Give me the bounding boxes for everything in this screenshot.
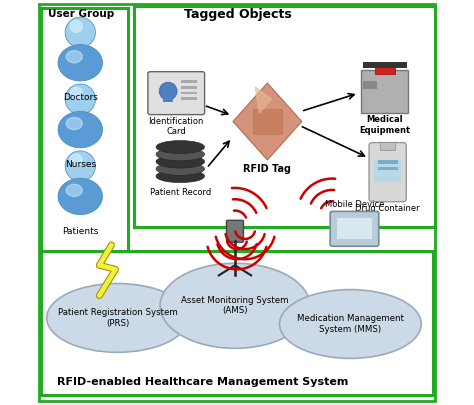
Text: Mobile Device: Mobile Device (325, 200, 384, 209)
FancyBboxPatch shape (181, 80, 197, 83)
Ellipse shape (66, 184, 82, 196)
Polygon shape (233, 83, 302, 160)
Text: Drug Container: Drug Container (356, 204, 420, 213)
Circle shape (65, 17, 95, 48)
Ellipse shape (160, 263, 310, 348)
FancyBboxPatch shape (181, 86, 197, 89)
Polygon shape (255, 87, 272, 113)
Circle shape (65, 151, 95, 181)
Ellipse shape (156, 170, 205, 183)
Circle shape (159, 82, 177, 100)
FancyBboxPatch shape (41, 251, 433, 395)
Text: Patients: Patients (62, 227, 99, 236)
Text: Asset Monitoring System
(AMS): Asset Monitoring System (AMS) (181, 296, 289, 315)
FancyBboxPatch shape (369, 143, 406, 202)
FancyBboxPatch shape (330, 211, 379, 246)
Ellipse shape (46, 284, 188, 352)
FancyBboxPatch shape (253, 109, 282, 134)
Ellipse shape (156, 162, 205, 175)
Text: Doctors: Doctors (63, 93, 98, 102)
FancyBboxPatch shape (380, 142, 395, 150)
FancyBboxPatch shape (377, 160, 398, 164)
FancyBboxPatch shape (361, 70, 408, 113)
FancyBboxPatch shape (41, 8, 128, 251)
Text: Medication Management
System (MMS): Medication Management System (MMS) (297, 314, 404, 334)
Circle shape (70, 87, 82, 99)
Ellipse shape (58, 178, 102, 215)
Text: Nurses: Nurses (65, 160, 96, 169)
FancyBboxPatch shape (181, 97, 197, 100)
FancyBboxPatch shape (38, 4, 436, 401)
FancyBboxPatch shape (337, 218, 372, 239)
Text: Medical
Equipment: Medical Equipment (359, 115, 410, 135)
Circle shape (65, 84, 95, 114)
Text: Patient Record: Patient Record (150, 188, 211, 197)
Ellipse shape (156, 141, 205, 153)
FancyBboxPatch shape (363, 81, 377, 89)
Ellipse shape (58, 111, 102, 148)
Text: User Group: User Group (48, 9, 114, 19)
Text: RFID Tag: RFID Tag (243, 164, 292, 174)
Circle shape (70, 154, 82, 166)
FancyBboxPatch shape (374, 160, 401, 182)
Ellipse shape (58, 45, 102, 81)
Ellipse shape (66, 117, 82, 130)
FancyBboxPatch shape (134, 6, 436, 227)
Text: Patient Registration System
(PRS): Patient Registration System (PRS) (58, 308, 177, 328)
Ellipse shape (156, 155, 205, 168)
FancyBboxPatch shape (163, 93, 173, 102)
Text: Identification
Card: Identification Card (148, 117, 204, 136)
Ellipse shape (280, 290, 421, 358)
FancyBboxPatch shape (181, 92, 197, 94)
FancyBboxPatch shape (377, 167, 398, 170)
Circle shape (70, 20, 82, 32)
Text: RFID-enabled Healthcare Management System: RFID-enabled Healthcare Management Syste… (57, 377, 348, 386)
FancyBboxPatch shape (148, 72, 205, 115)
FancyBboxPatch shape (375, 62, 395, 74)
FancyBboxPatch shape (363, 62, 407, 68)
FancyBboxPatch shape (227, 220, 244, 242)
Ellipse shape (156, 148, 205, 161)
Ellipse shape (66, 51, 82, 63)
Text: Tagged Objects: Tagged Objects (184, 8, 292, 21)
